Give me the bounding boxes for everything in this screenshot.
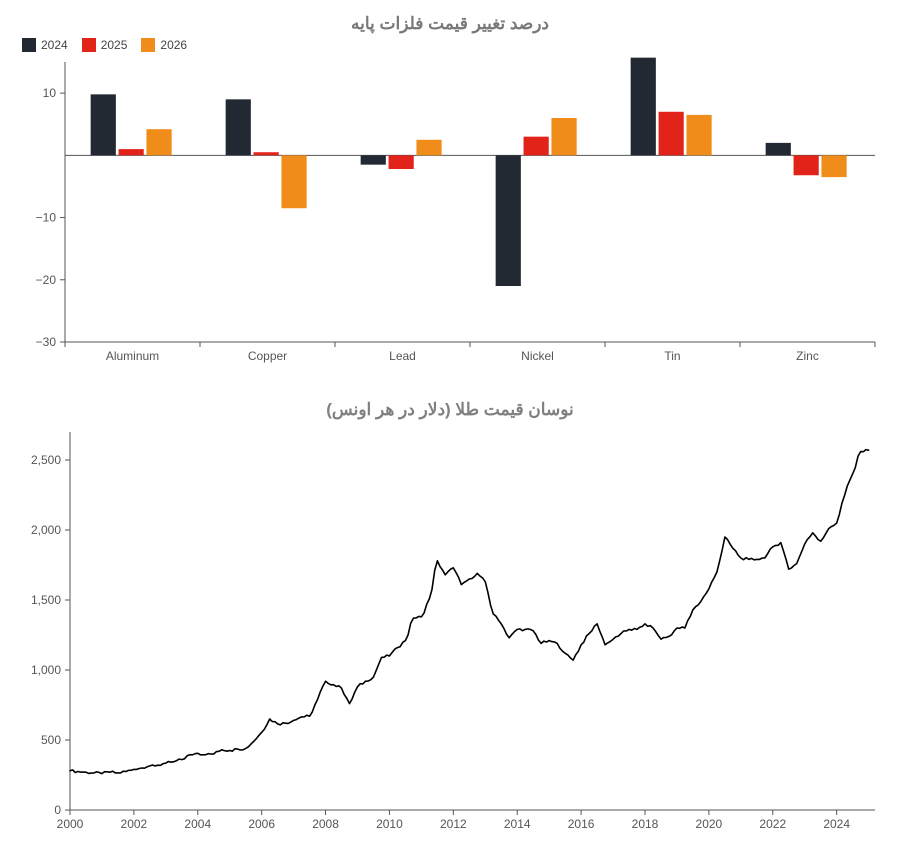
x-tick-label: 2012 [440,817,467,831]
gold-price-line [70,450,869,774]
x-tick-label: 2022 [759,817,786,831]
x-tick-label: 2002 [121,817,148,831]
y-tick-label: 1,500 [31,593,61,607]
y-tick-label: 500 [41,733,61,747]
x-tick-label: 2010 [376,817,403,831]
x-tick-label: 2024 [823,817,850,831]
x-tick-label: 2020 [696,817,723,831]
line-chart-svg: 0 500 1,000 1,500 2,000 2,500 2000 2002 2004 2006… [0,0,900,860]
x-tick-label: 2004 [184,817,211,831]
y-tick-label: 1,000 [31,663,61,677]
x-tick-label: 2018 [632,817,659,831]
y-tick-label: 2,500 [31,453,61,467]
x-tick-label: 2006 [248,817,275,831]
y-tick-label: 2,000 [31,523,61,537]
x-tick-label: 2014 [504,817,531,831]
x-tick-label: 2008 [312,817,339,831]
x-tick-label: 2016 [568,817,595,831]
y-tick-label: 0 [54,803,61,817]
x-tick-label: 2000 [57,817,84,831]
